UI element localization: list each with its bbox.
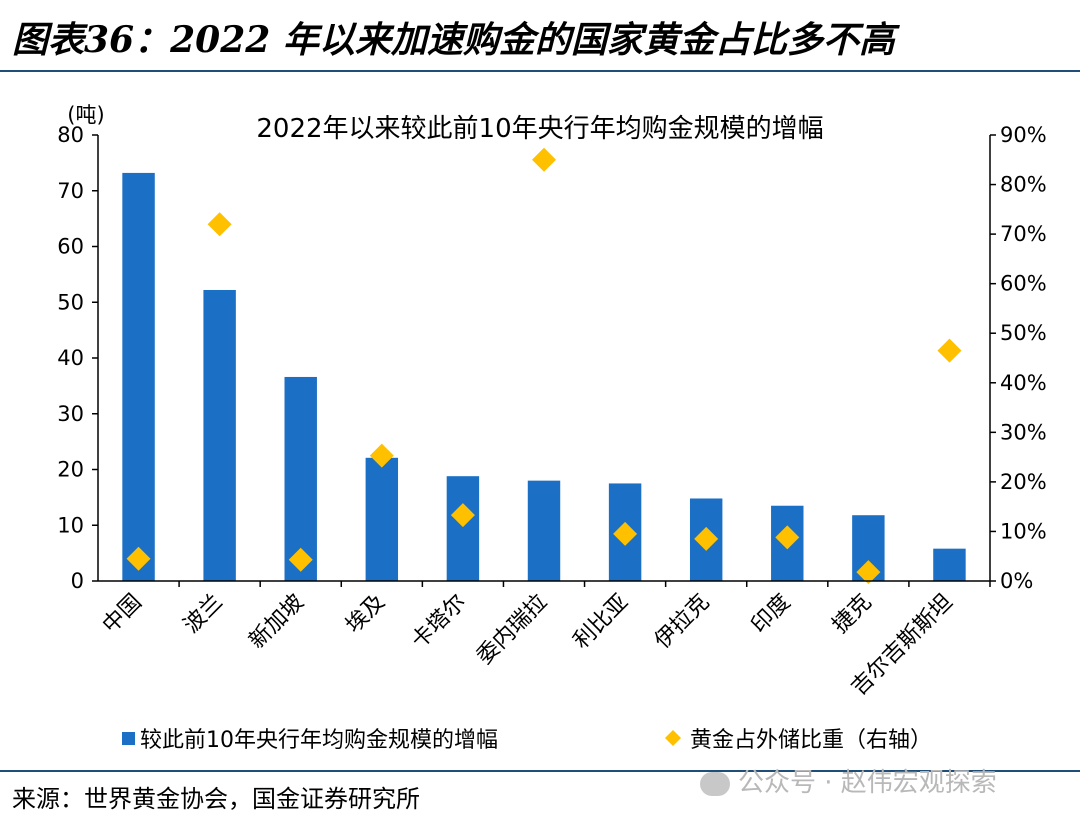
y-right-tick-label: 50%	[1000, 321, 1047, 345]
diamond-marker	[369, 443, 394, 468]
y-left-tick-label: 20	[57, 458, 84, 482]
diamond-marker	[694, 526, 719, 551]
y-right-tick-label: 30%	[1000, 420, 1047, 444]
legend-diamond-label: 黄金占外储比重（右轴）	[690, 728, 932, 753]
diamond-marker	[937, 338, 962, 363]
diamond-marker	[207, 212, 232, 237]
bar	[365, 457, 399, 581]
legend-bar-swatch	[122, 732, 135, 745]
x-category-label: 埃及	[341, 590, 390, 639]
diamond-marker	[126, 546, 151, 571]
wechat-icon	[700, 771, 730, 796]
watermark-text: 公众号 · 赵伟宏观探索	[738, 768, 997, 798]
x-category-label: 伊拉克	[650, 590, 714, 654]
legend: 较此前10年央行年均购金规模的增幅 黄金占外储比重（右轴）	[122, 728, 932, 753]
watermark: 公众号 · 赵伟宏观探索	[700, 765, 997, 801]
y-axis-left: 0 10 20 30 40 50 60 70 80	[57, 123, 98, 593]
y-axis-label: (吨)	[67, 103, 104, 127]
source-note: 来源：世界黄金协会，国金证券研究所	[12, 785, 420, 813]
y-left-tick-label: 10	[57, 513, 84, 537]
x-category-label: 利比亚	[569, 590, 633, 654]
chart-title: 2022年以来较此前10年央行年均购金规模的增幅	[256, 114, 823, 144]
x-category-label: 中国	[98, 590, 147, 639]
bar	[446, 476, 480, 581]
bar	[203, 289, 236, 581]
y-left-tick-label: 60	[57, 235, 84, 259]
x-category-label: 新加坡	[245, 590, 309, 654]
y-right-tick-label: 60%	[1000, 272, 1047, 296]
bar	[284, 376, 317, 581]
y-right-tick-label: 80%	[1000, 173, 1047, 197]
bar	[527, 480, 561, 581]
diamond-marker	[775, 525, 800, 550]
y-right-tick-label: 10%	[1000, 519, 1047, 543]
y-left-tick-label: 40	[57, 346, 84, 370]
y-left-tick-label: 80	[57, 123, 84, 147]
diamond-marker	[613, 521, 638, 546]
y-left-tick-label: 30	[57, 402, 84, 426]
legend-bar-label: 较此前10年央行年均购金规模的增幅	[140, 728, 498, 753]
figure-title: 图表36：2022 年以来加速购金的国家黄金占比多不高	[12, 19, 895, 61]
bar	[122, 172, 155, 581]
diamond-series	[126, 147, 962, 585]
y-axis-right: 0% 10% 20% 30% 40% 50% 60% 70% 80% 90%	[990, 123, 1047, 593]
chart-svg: 2022年以来较此前10年央行年均购金规模的增幅 (吨) 0 10 20 30 40 50…	[57, 103, 1047, 753]
diamond-marker	[288, 547, 313, 572]
y-right-tick-label: 20%	[1000, 470, 1047, 494]
y-right-tick-label: 70%	[1000, 222, 1047, 246]
footer-rule	[0, 770, 1080, 772]
bar-series	[122, 172, 966, 581]
diamond-marker	[856, 560, 881, 585]
legend-diamond-swatch	[665, 730, 681, 746]
x-category-label: 波兰	[179, 590, 228, 639]
y-right-tick-label: 0%	[1000, 569, 1033, 593]
y-left-tick-label: 50	[57, 290, 84, 314]
diamond-marker	[532, 147, 556, 172]
header-rule	[0, 70, 1080, 72]
y-left-tick-label: 0	[71, 569, 84, 593]
x-category-label: 委内瑞拉	[472, 590, 552, 670]
diamond-marker	[450, 503, 475, 528]
bar	[933, 548, 966, 581]
y-left-tick-label: 70	[57, 179, 84, 203]
y-right-tick-label: 90%	[1000, 123, 1047, 147]
x-category-label: 卡塔尔	[407, 590, 471, 654]
y-right-tick-label: 40%	[1000, 371, 1047, 395]
x-category-label: 捷克	[828, 590, 877, 639]
x-category-label: 印度	[747, 590, 796, 639]
